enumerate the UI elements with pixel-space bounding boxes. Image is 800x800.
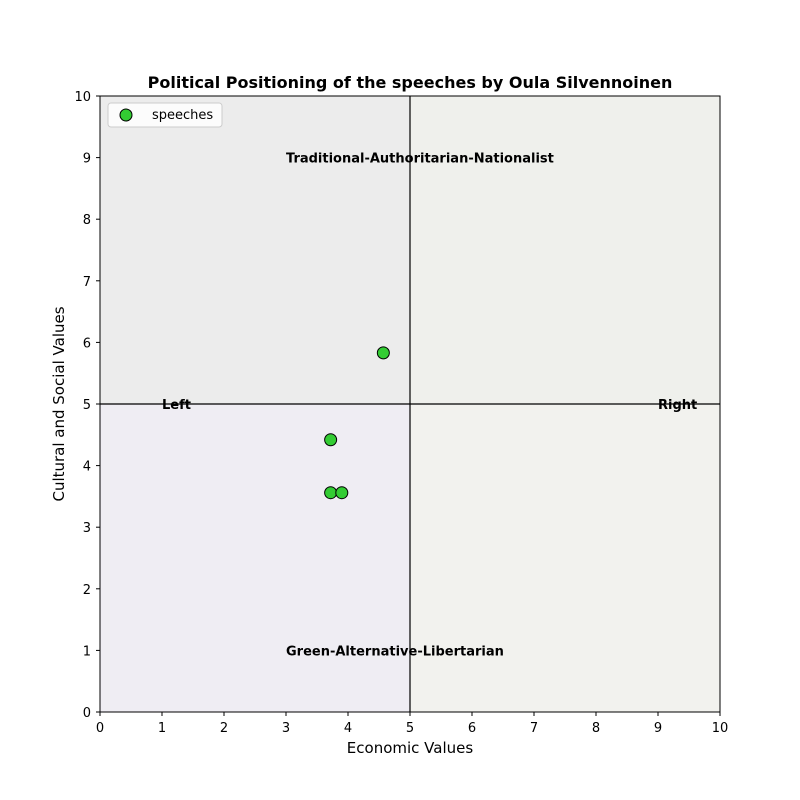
quadrant-bottom-right: [410, 404, 720, 712]
legend-label: speeches: [152, 108, 213, 123]
legend-box: [107, 102, 223, 128]
x-tick-label: 5: [406, 721, 414, 736]
y-tick-label: 8: [83, 213, 91, 228]
x-tick-label: 1: [158, 721, 166, 736]
x-axis-ticks: 0 1 2 3 4 5 6 7 8 9 10: [96, 712, 728, 736]
x-tick-label: 0: [96, 721, 104, 736]
data-point: [324, 433, 338, 447]
y-tick-label: 10: [74, 90, 91, 105]
y-tick-label: 4: [83, 460, 91, 475]
quadrant-bottom-left: [100, 404, 410, 712]
quadrant-annotation: Green-Alternative-Libertarian: [286, 644, 504, 659]
legend: speeches: [107, 102, 223, 128]
y-tick-label: 9: [83, 152, 91, 167]
quadrant-annotations: Traditional-Authoritarian-Nationalist Gre…: [162, 152, 697, 660]
y-tick-label: 3: [83, 521, 91, 536]
quadrant-annotation: Left: [162, 398, 191, 413]
data-points: [324, 346, 390, 500]
x-axis-label: Economic Values: [347, 739, 474, 757]
quadrant-top-right: [410, 96, 720, 404]
quadrant-backgrounds: [100, 96, 720, 712]
y-tick-label: 0: [83, 706, 91, 721]
x-tick-label: 8: [592, 721, 600, 736]
quadrant-top-left: [100, 96, 410, 404]
quadrant-annotation: Right: [658, 398, 697, 413]
x-tick-label: 9: [654, 721, 662, 736]
quadrant-annotation: Traditional-Authoritarian-Nationalist: [286, 152, 554, 167]
data-point: [324, 486, 338, 500]
y-tick-label: 7: [83, 275, 91, 290]
y-axis-label: Cultural and Social Values: [50, 306, 68, 501]
data-point: [335, 486, 349, 500]
y-tick-label: 1: [83, 644, 91, 659]
data-point: [376, 346, 390, 360]
reference-lines: [100, 96, 720, 712]
y-tick-label: 6: [83, 336, 91, 351]
x-tick-label: 4: [344, 721, 352, 736]
y-axis-ticks: 0 1 2 3 4 5 6 7 8 9 10: [74, 90, 100, 721]
legend-marker: [119, 108, 133, 122]
x-tick-label: 7: [530, 721, 538, 736]
x-tick-label: 6: [468, 721, 476, 736]
y-tick-label: 2: [83, 583, 91, 598]
x-tick-label: 3: [282, 721, 290, 736]
x-tick-label: 2: [220, 721, 228, 736]
y-tick-label: 5: [83, 398, 91, 413]
chart-title: Political Positioning of the speeches by…: [148, 73, 673, 92]
x-tick-label: 10: [712, 721, 729, 736]
